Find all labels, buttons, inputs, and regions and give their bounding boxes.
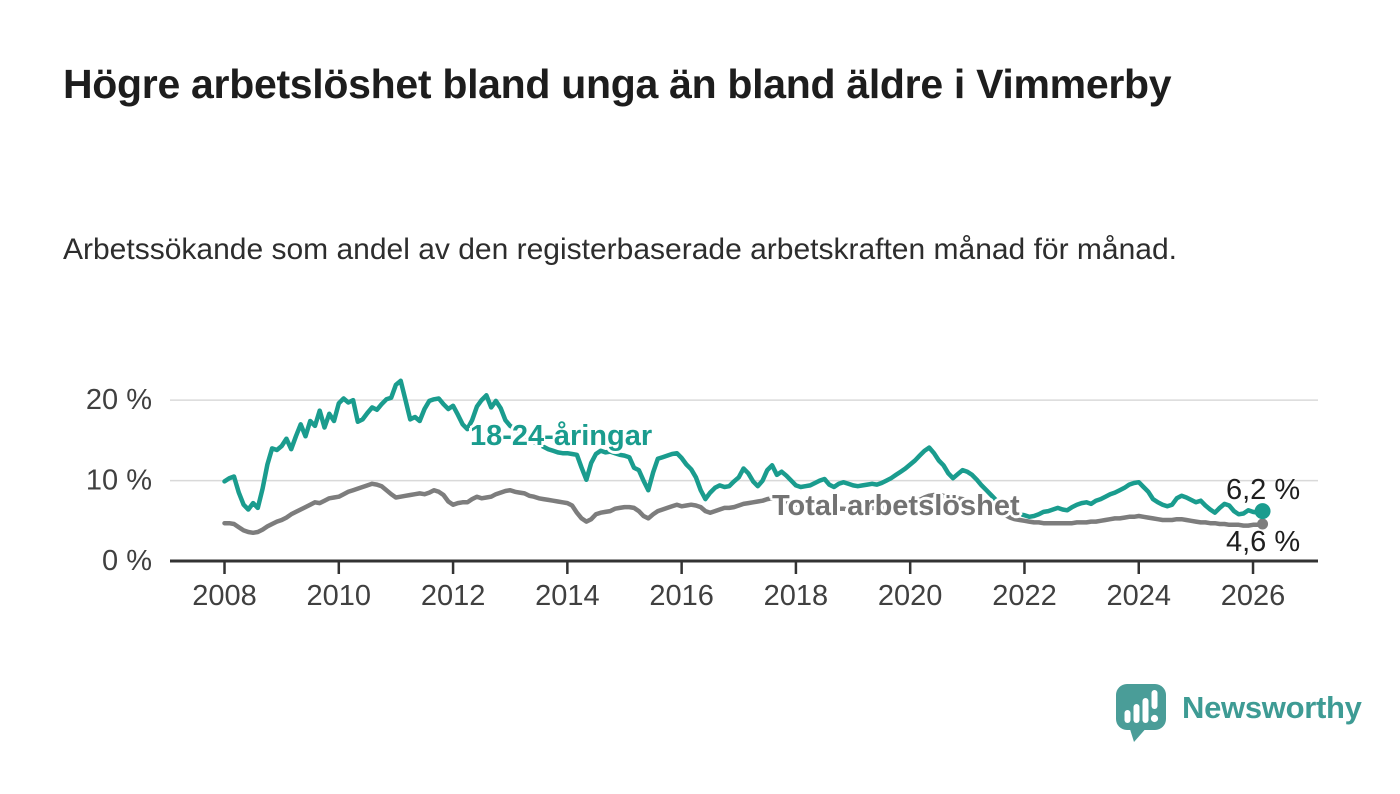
page-subtitle: Arbetssökande som andel av den registerb… bbox=[63, 233, 1177, 266]
x-axis-label: 2014 bbox=[535, 580, 600, 612]
series-end-dot-total bbox=[1257, 518, 1269, 530]
end-value-total: 4,6 % bbox=[1226, 526, 1301, 558]
x-axis-label: 2024 bbox=[1106, 580, 1171, 612]
newsworthy-logo: Newsworthy bbox=[1113, 682, 1362, 744]
series-line-young bbox=[222, 378, 1265, 520]
x-axis-label: 2016 bbox=[649, 580, 714, 612]
x-axis-label: 2022 bbox=[992, 580, 1057, 612]
newsworthy-logo-text: Newsworthy bbox=[1182, 690, 1362, 725]
x-axis-label: 2018 bbox=[764, 580, 829, 612]
x-axis-label: 2012 bbox=[421, 580, 486, 612]
end-value-young: 6,2 % bbox=[1226, 474, 1301, 506]
x-axis-label: 2010 bbox=[307, 580, 372, 612]
series-end-dot-young bbox=[1254, 503, 1271, 520]
page-title: Högre arbetslöshet bland unga än bland ä… bbox=[63, 61, 1172, 107]
x-axis-label: 2026 bbox=[1221, 580, 1286, 612]
x-axis-label: 2008 bbox=[192, 580, 257, 612]
newsworthy-logo-icon bbox=[1116, 684, 1166, 742]
series-line-total bbox=[222, 481, 1265, 536]
x-axis-label: 2020 bbox=[878, 580, 943, 612]
y-axis-label: 10 % bbox=[86, 465, 152, 497]
series-label-total: Total arbetslöshet bbox=[772, 490, 1020, 522]
y-axis-label: 20 % bbox=[86, 384, 152, 416]
y-axis-label: 0 % bbox=[102, 545, 152, 577]
series-label-young: 18-24-åringar bbox=[470, 420, 653, 452]
chart-canvas: 0 % 10 % 20 % 2008 2010 2012 2014 2016 2018 2020 2… bbox=[86, 378, 1318, 612]
